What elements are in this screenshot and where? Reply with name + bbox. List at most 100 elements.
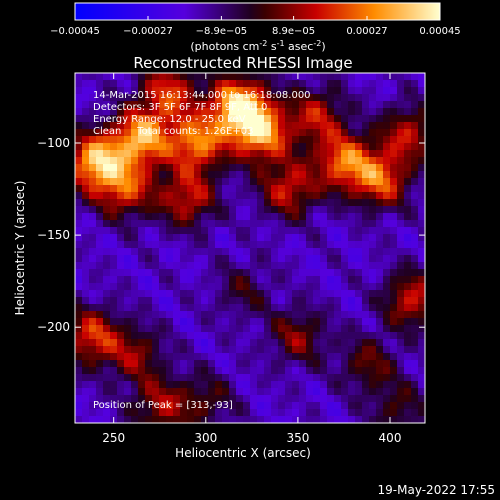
heatmap-cell — [208, 80, 216, 88]
heatmap-cell — [229, 262, 237, 270]
heatmap-cell — [82, 360, 90, 368]
heatmap-cell — [320, 318, 328, 326]
heatmap-cell — [306, 416, 314, 424]
heatmap-cell — [390, 164, 398, 172]
heatmap-cell — [418, 353, 426, 361]
heatmap-cell — [96, 311, 104, 319]
heatmap-cell — [306, 143, 314, 151]
heatmap-cell — [138, 136, 146, 144]
heatmap-cell — [152, 101, 160, 109]
heatmap-cell — [82, 304, 90, 312]
heatmap-cell — [159, 297, 167, 305]
heatmap-cell — [194, 248, 202, 256]
heatmap-cell — [180, 206, 188, 214]
heatmap-cell — [320, 304, 328, 312]
heatmap-cell — [75, 367, 83, 375]
heatmap-cell — [96, 199, 104, 207]
heatmap-cell — [362, 206, 370, 214]
heatmap-cell — [138, 325, 146, 333]
heatmap-cell — [264, 143, 272, 151]
heatmap-cell — [313, 297, 321, 305]
heatmap-cell — [355, 171, 363, 179]
heatmap-cell — [222, 192, 230, 200]
heatmap-cell — [362, 290, 370, 298]
heatmap-cell — [271, 192, 279, 200]
heatmap-cell — [348, 416, 356, 424]
heatmap-cell — [180, 339, 188, 347]
heatmap-cell — [348, 227, 356, 235]
heatmap-cell — [110, 171, 118, 179]
heatmap-cell — [355, 325, 363, 333]
heatmap-cell — [110, 101, 118, 109]
heatmap-cell — [264, 381, 272, 389]
heatmap-cell — [82, 122, 90, 130]
heatmap-cell — [411, 164, 419, 172]
heatmap-cell — [103, 101, 111, 109]
energy-range-annotation: Energy Range: 12.0 - 25.0 keV — [93, 114, 246, 125]
heatmap-cell — [152, 269, 160, 277]
heatmap-cell — [250, 360, 258, 368]
heatmap-cell — [215, 388, 223, 396]
heatmap-cell — [299, 227, 307, 235]
heatmap-cell — [236, 220, 244, 228]
heatmap-cell — [117, 255, 125, 263]
heatmap-cell — [117, 199, 125, 207]
heatmap-cell — [222, 381, 230, 389]
heatmap-cell — [257, 304, 265, 312]
heatmap-cell — [348, 171, 356, 179]
heatmap-cell — [222, 157, 230, 165]
heatmap-cell — [110, 108, 118, 116]
heatmap-cell — [341, 290, 349, 298]
heatmap-cell — [404, 157, 412, 165]
heatmap-cell — [145, 311, 153, 319]
heatmap-cell — [264, 241, 272, 249]
heatmap-cell — [166, 388, 174, 396]
heatmap-cell — [173, 395, 181, 403]
heatmap-cell — [187, 164, 195, 172]
heatmap-cell — [166, 290, 174, 298]
heatmap-cell — [131, 255, 139, 263]
heatmap-cell — [341, 199, 349, 207]
heatmap-cell — [145, 199, 153, 207]
heatmap-cell — [257, 416, 265, 424]
heatmap-cell — [355, 213, 363, 221]
heatmap-cell — [285, 241, 293, 249]
heatmap-cell — [292, 339, 300, 347]
heatmap-cell — [229, 129, 237, 137]
heatmap-cell — [278, 178, 286, 186]
heatmap-cell — [348, 94, 356, 102]
heatmap-cell — [173, 283, 181, 291]
heatmap-cell — [89, 150, 97, 158]
heatmap-cell — [96, 409, 104, 417]
heatmap-cell — [194, 381, 202, 389]
heatmap-cell — [327, 325, 335, 333]
heatmap-cell — [173, 108, 181, 116]
heatmap-cell — [201, 185, 209, 193]
heatmap-cell — [236, 395, 244, 403]
heatmap-cell — [152, 87, 160, 95]
heatmap-cell — [250, 283, 258, 291]
heatmap-cell — [131, 150, 139, 158]
heatmap-cell — [306, 234, 314, 242]
heatmap-cell — [180, 367, 188, 375]
x-tick-label: 400 — [379, 431, 402, 445]
heatmap-cell — [404, 262, 412, 270]
heatmap-cell — [341, 339, 349, 347]
heatmap-cell — [306, 304, 314, 312]
heatmap-cell — [194, 234, 202, 242]
heatmap-cell — [166, 374, 174, 382]
heatmap-cell — [243, 416, 251, 424]
heatmap-cell — [222, 101, 230, 109]
heatmap-cell — [96, 304, 104, 312]
heatmap-cell — [131, 395, 139, 403]
heatmap-cell — [264, 234, 272, 242]
heatmap-cell — [390, 388, 398, 396]
heatmap-cell — [166, 367, 174, 375]
heatmap-cell — [390, 353, 398, 361]
heatmap-cell — [299, 164, 307, 172]
heatmap-cell — [313, 332, 321, 340]
heatmap-cell — [292, 73, 300, 81]
heatmap-cell — [110, 325, 118, 333]
heatmap-cell — [271, 381, 279, 389]
heatmap-cell — [145, 157, 153, 165]
